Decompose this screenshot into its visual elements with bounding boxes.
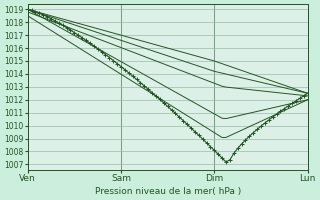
X-axis label: Pression niveau de la mer( hPa ): Pression niveau de la mer( hPa ) xyxy=(94,187,241,196)
